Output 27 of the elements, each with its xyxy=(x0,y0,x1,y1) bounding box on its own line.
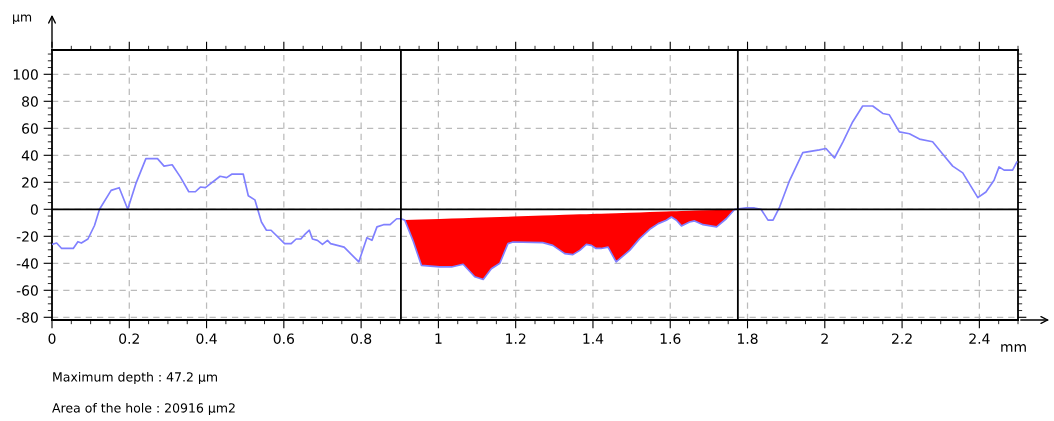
x-tick-label: 1.8 xyxy=(738,333,758,344)
x-tick-label: 0.2 xyxy=(119,333,139,344)
x-axis-title: mm xyxy=(1001,344,1026,352)
y-tick-label: 100 xyxy=(13,69,38,80)
x-tick-label: 0.6 xyxy=(273,333,295,344)
x-tick-label: 1.6 xyxy=(660,333,681,344)
y-tick-label: 40 xyxy=(21,150,38,161)
y-tick-label: 80 xyxy=(22,96,38,107)
y-tick-label: -60 xyxy=(16,285,38,296)
x-tick-label: 0.8 xyxy=(350,333,372,344)
y-tick-label: 60 xyxy=(22,123,38,134)
x-tick-label: 2.2 xyxy=(892,333,912,344)
y-axis-title: µm xyxy=(13,14,32,25)
y-tick-label: -40 xyxy=(16,258,38,269)
x-tick-label: 0 xyxy=(48,333,56,344)
x-tick-label: 2.4 xyxy=(969,333,990,344)
y-tick-label: -20 xyxy=(16,231,38,242)
x-tick-label: 2 xyxy=(821,333,828,344)
x-tick-label: 0.4 xyxy=(196,333,217,344)
x-tick-label: 1.4 xyxy=(583,333,604,344)
y-tick-label: -80 xyxy=(16,312,38,323)
y-tick-label: 20 xyxy=(22,177,38,188)
text: Maximum depth : 47.2 µm xyxy=(53,371,217,385)
y-tick-label: 0 xyxy=(30,204,38,215)
x-tick-label: 1 xyxy=(435,333,442,344)
x-tick-label: 1.2 xyxy=(506,333,526,344)
text: Area of the hole : 20916 µm2 xyxy=(52,402,235,416)
